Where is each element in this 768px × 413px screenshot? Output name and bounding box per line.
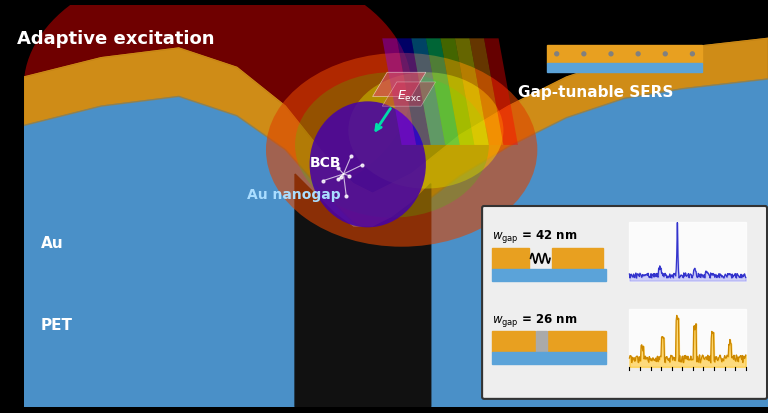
- Text: PET: PET: [41, 317, 73, 332]
- Polygon shape: [372, 73, 426, 97]
- Polygon shape: [24, 80, 768, 407]
- Polygon shape: [382, 39, 416, 146]
- Bar: [492, 352, 606, 364]
- Polygon shape: [24, 39, 768, 233]
- Bar: [630, 309, 746, 367]
- Circle shape: [609, 53, 613, 57]
- Text: BCB: BCB: [310, 156, 341, 170]
- Polygon shape: [440, 39, 475, 146]
- Circle shape: [690, 53, 694, 57]
- Bar: [552, 248, 603, 269]
- Bar: [492, 331, 535, 352]
- Polygon shape: [295, 175, 431, 407]
- Polygon shape: [397, 39, 431, 146]
- Circle shape: [664, 53, 667, 57]
- Polygon shape: [469, 39, 503, 146]
- Circle shape: [554, 53, 558, 57]
- Text: Gap-tunable SERS: Gap-tunable SERS: [518, 85, 674, 100]
- Bar: [630, 223, 746, 281]
- Polygon shape: [455, 39, 489, 146]
- Ellipse shape: [349, 73, 503, 189]
- Polygon shape: [484, 39, 518, 146]
- Text: Au nanogap: Au nanogap: [247, 188, 340, 202]
- Text: $w_{\rm gap}$ = 26 nm: $w_{\rm gap}$ = 26 nm: [492, 311, 578, 328]
- Ellipse shape: [295, 73, 489, 218]
- Bar: [536, 331, 547, 352]
- Text: Adaptive excitation: Adaptive excitation: [17, 30, 214, 48]
- Ellipse shape: [266, 54, 538, 247]
- Polygon shape: [24, 39, 768, 407]
- Polygon shape: [412, 39, 445, 146]
- Ellipse shape: [310, 102, 426, 228]
- Bar: [492, 248, 528, 269]
- Bar: [492, 269, 606, 281]
- Circle shape: [636, 53, 640, 57]
- Text: $w_{\rm gap}$ = 42 nm: $w_{\rm gap}$ = 42 nm: [492, 228, 578, 245]
- Polygon shape: [426, 39, 460, 146]
- FancyBboxPatch shape: [482, 206, 767, 399]
- Text: $E_{\rm exc}$: $E_{\rm exc}$: [397, 88, 422, 103]
- Circle shape: [582, 53, 586, 57]
- Bar: [547, 46, 702, 64]
- Ellipse shape: [24, 0, 412, 213]
- Polygon shape: [24, 80, 768, 407]
- Bar: [547, 64, 702, 73]
- Bar: [548, 331, 606, 352]
- Text: Au: Au: [41, 235, 64, 250]
- Polygon shape: [382, 83, 435, 107]
